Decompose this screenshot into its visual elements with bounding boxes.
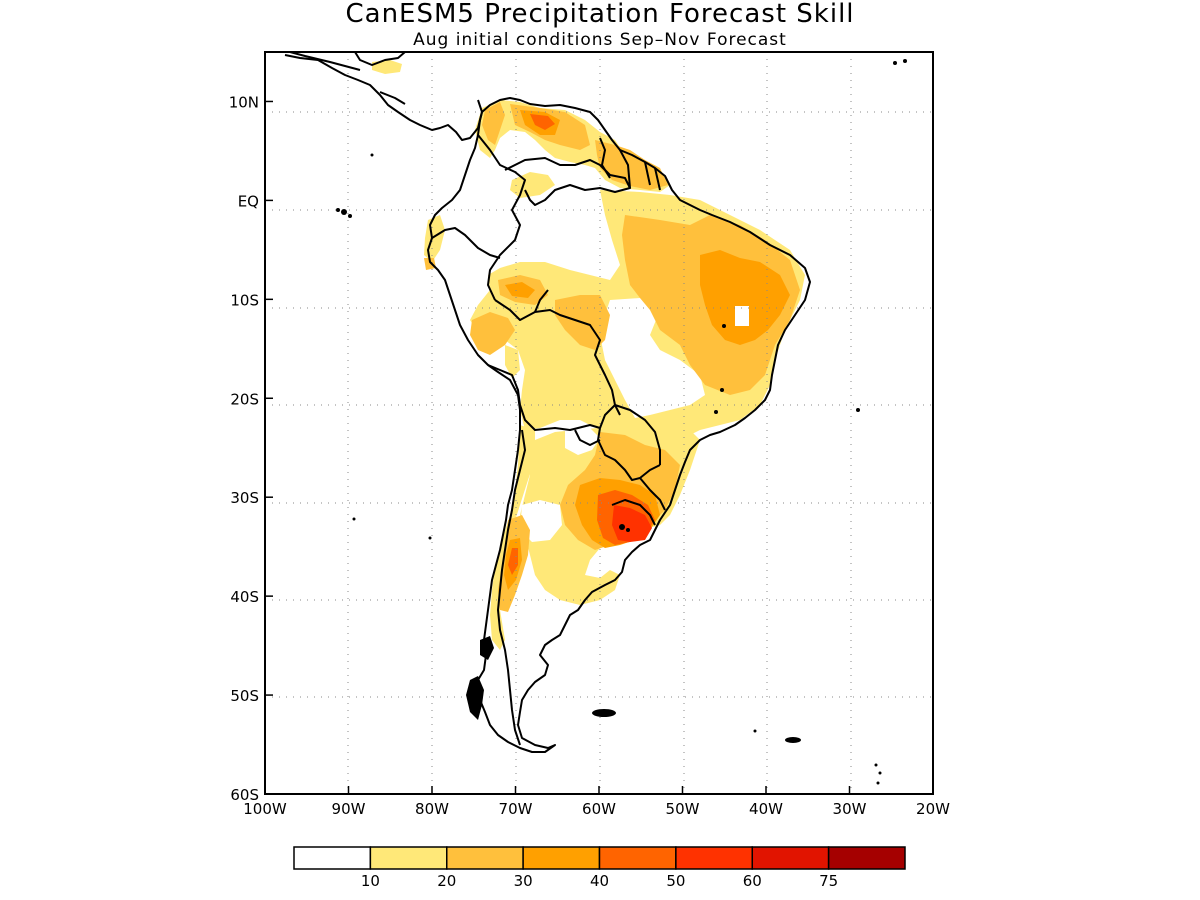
x-tick-label: 50W — [666, 800, 700, 818]
region-brazil-white — [600, 298, 705, 418]
region-guianas — [595, 140, 668, 190]
colorbar-swatch — [369, 846, 448, 870]
colorbar-swatch — [522, 846, 601, 870]
colorbar-swatch — [293, 846, 372, 870]
skill-shading — [372, 60, 805, 650]
region-gap-cordoba — [520, 500, 562, 542]
region-andes-light — [490, 425, 535, 650]
y-tick-label: EQ — [238, 192, 259, 210]
chart-subtitle: Aug initial conditions Sep–Nov Forecast — [413, 30, 787, 50]
islands — [336, 59, 907, 785]
region-andes-hot — [508, 548, 518, 575]
x-axis-labels: 100W 90W 80W 70W 60W 50W 40W 30W 20W — [243, 800, 950, 818]
colorbar-tick-label: 60 — [743, 872, 762, 890]
region-ne-brazil-gap — [735, 306, 749, 326]
x-tick-label: 20W — [916, 800, 950, 818]
colorbar-tick-label: 30 — [514, 872, 533, 890]
y-tick-label: 10S — [230, 291, 259, 309]
x-tick-label: 70W — [499, 800, 533, 818]
y-tick-label: 30S — [230, 489, 259, 507]
colorbar-swatch — [751, 846, 830, 870]
coastlines — [284, 52, 811, 753]
y-tick-label: 50S — [230, 687, 259, 705]
colorbar-tick-label: 50 — [666, 872, 685, 890]
y-tick-label: 60S — [230, 786, 259, 804]
region-venezuela-hot — [530, 114, 555, 130]
colorbar-tick-label: 20 — [437, 872, 456, 890]
region-colombia-inland — [510, 172, 555, 198]
y-tick-label: 40S — [230, 588, 259, 606]
region-peru-west — [470, 312, 515, 355]
x-tick-label: 60W — [582, 800, 616, 818]
chart-title: CanESM5 Precipitation Forecast Skill — [345, 0, 854, 29]
colorbar-tick-label: 10 — [361, 872, 380, 890]
y-tick-label: 20S — [230, 390, 259, 408]
region-ne-brazil-core — [700, 250, 790, 345]
colorbar-swatch — [598, 846, 677, 870]
x-tick-label: 90W — [332, 800, 366, 818]
region-ecuador-coast — [424, 215, 445, 262]
colorbar-tick-label: 75 — [819, 872, 838, 890]
x-tick-label: 100W — [243, 800, 287, 818]
axis-ticks — [264, 100, 934, 795]
colorbar-swatch — [446, 846, 524, 870]
colorbar-swatch — [675, 846, 753, 870]
colorbar-swatch — [827, 846, 906, 870]
grid-lines — [265, 52, 933, 794]
region-ecuador-small — [424, 258, 436, 270]
x-tick-label: 80W — [415, 800, 449, 818]
region-uruguay-red — [612, 505, 652, 542]
colorbar-tick-label: 40 — [590, 872, 609, 890]
colorbar: 10 20 30 40 50 60 75 — [293, 846, 906, 890]
y-axis-labels: 10N EQ 10S 20S 30S 40S 50S 60S — [229, 93, 259, 804]
region-peru-core — [505, 282, 535, 298]
x-tick-label: 30W — [833, 800, 867, 818]
y-tick-label: 10N — [229, 93, 259, 111]
region-caribbean — [372, 60, 402, 74]
x-tick-label: 40W — [749, 800, 783, 818]
region-colombia-medium — [482, 102, 505, 145]
